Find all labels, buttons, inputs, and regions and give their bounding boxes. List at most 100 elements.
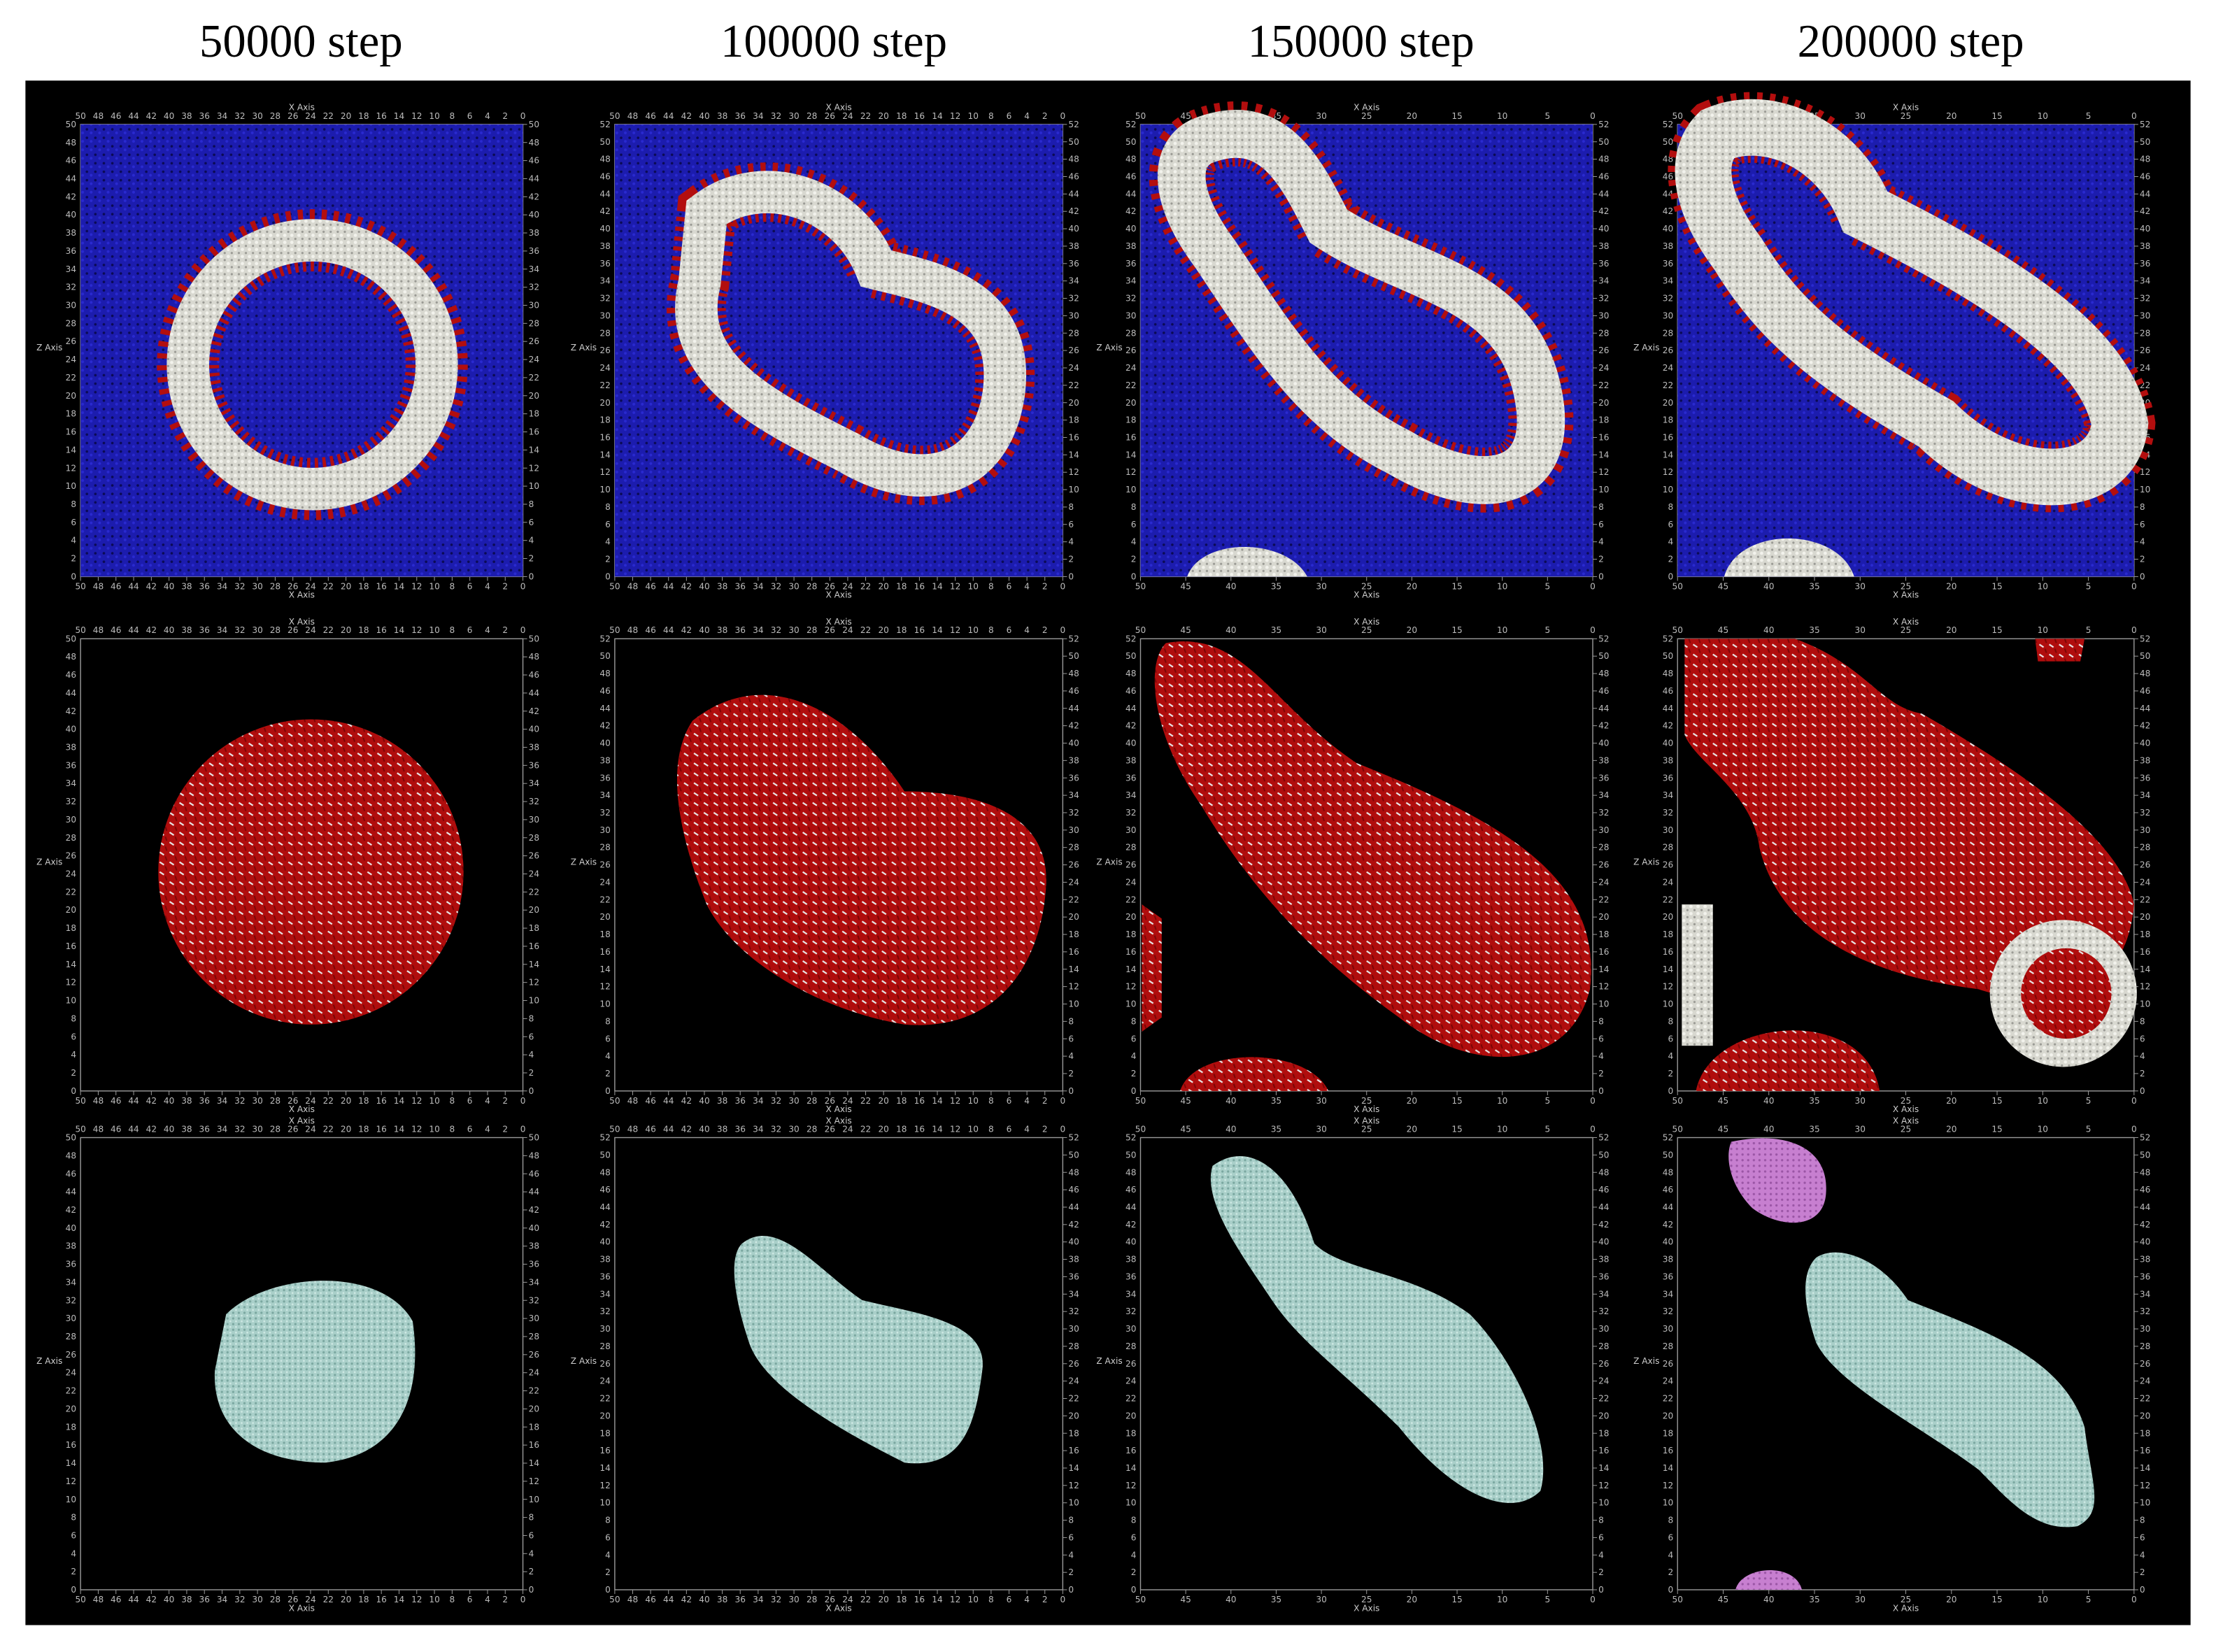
y-tick-label: 52 xyxy=(1663,634,1673,643)
x-tick-label: 34 xyxy=(217,1096,228,1106)
y-tick-label: 52 xyxy=(1125,120,1136,129)
oil-droplet xyxy=(1187,546,1307,577)
x-tick-label: 26 xyxy=(287,625,298,635)
y-tick-label: 38 xyxy=(1068,241,1079,251)
y-tick-label: 40 xyxy=(1068,1237,1079,1247)
x-tick-label: 10 xyxy=(968,1124,979,1134)
y-tick-label: 32 xyxy=(1125,808,1136,818)
x-tick-label: 12 xyxy=(950,582,960,592)
y-tick-label: 10 xyxy=(599,485,610,494)
x-tick-label: 10 xyxy=(968,111,979,121)
x-tick-label: 24 xyxy=(305,111,316,121)
x-axis-label: X Axis xyxy=(825,617,851,627)
y-tick-label: 6 xyxy=(2140,1034,2145,1044)
x-tick-label: 36 xyxy=(734,1096,745,1106)
z-axis-label: Z Axis xyxy=(36,343,62,353)
x-axis-label: X Axis xyxy=(289,590,315,600)
y-tick-label: 4 xyxy=(1131,1051,1137,1061)
y-tick-label: 0 xyxy=(71,571,76,581)
y-tick-label: 12 xyxy=(1663,1481,1673,1490)
x-tick-label: 28 xyxy=(807,111,817,121)
x-tick-label: 30 xyxy=(788,1595,799,1604)
y-tick-label: 4 xyxy=(529,536,534,546)
x-tick-label: 24 xyxy=(842,1595,853,1604)
y-tick-label: 14 xyxy=(1125,450,1137,460)
y-tick-label: 20 xyxy=(66,391,76,401)
y-tick-label: 42 xyxy=(1125,1220,1136,1230)
y-tick-label: 50 xyxy=(1663,137,1673,147)
y-tick-label: 14 xyxy=(529,445,540,455)
y-tick-label: 0 xyxy=(1668,1585,1673,1595)
x-tick-label: 22 xyxy=(860,111,871,121)
panel-axes: 5050454540403535303025252020151510105500… xyxy=(1096,617,1609,1114)
z-axis-label: Z Axis xyxy=(36,857,62,867)
x-tick-label: 50 xyxy=(1672,625,1683,635)
y-tick-label: 26 xyxy=(1663,1359,1673,1369)
x-tick-label: 38 xyxy=(717,111,727,121)
y-tick-label: 42 xyxy=(2140,206,2150,216)
x-tick-label: 4 xyxy=(485,582,490,592)
x-tick-label: 30 xyxy=(1855,625,1866,635)
y-tick-label: 22 xyxy=(1663,1394,1673,1404)
x-tick-label: 50 xyxy=(1672,1096,1683,1106)
x-tick-label: 2 xyxy=(1042,1124,1048,1134)
y-tick-label: 38 xyxy=(599,241,610,251)
y-tick-label: 44 xyxy=(2140,704,2151,713)
x-tick-label: 14 xyxy=(394,1096,405,1106)
y-tick-label: 4 xyxy=(1668,1550,1673,1560)
y-tick-label: 10 xyxy=(599,1498,610,1508)
x-tick-label: 0 xyxy=(2131,1124,2137,1134)
x-tick-label: 44 xyxy=(663,1096,674,1106)
y-tick-label: 40 xyxy=(1663,739,1673,748)
x-tick-label: 0 xyxy=(2131,582,2137,592)
y-tick-label: 46 xyxy=(599,686,610,696)
y-tick-label: 28 xyxy=(1125,843,1136,853)
x-tick-label: 24 xyxy=(842,111,853,121)
x-tick-label: 16 xyxy=(914,625,925,635)
x-tick-label: 4 xyxy=(1024,1124,1030,1134)
y-tick-label: 10 xyxy=(66,481,76,491)
y-tick-label: 16 xyxy=(599,947,610,957)
y-tick-label: 2 xyxy=(1068,1069,1074,1078)
y-tick-label: 14 xyxy=(66,960,77,969)
x-tick-label: 48 xyxy=(93,1096,104,1106)
x-tick-label: 14 xyxy=(394,1124,405,1134)
y-tick-label: 34 xyxy=(1663,1289,1674,1299)
y-tick-label: 16 xyxy=(1598,947,1609,957)
x-axis-label: X Axis xyxy=(1893,1603,1919,1613)
y-tick-label: 20 xyxy=(1125,398,1136,408)
y-tick-label: 48 xyxy=(1068,1167,1079,1177)
x-tick-label: 16 xyxy=(914,1124,925,1134)
y-tick-label: 14 xyxy=(1068,450,1079,460)
x-tick-label: 36 xyxy=(734,1124,745,1134)
y-tick-label: 30 xyxy=(2140,1324,2150,1334)
x-tick-label: 10 xyxy=(968,1595,979,1604)
panel-axes: 5050454540403535303025252020151510105500… xyxy=(1633,617,2150,1114)
x-tick-label: 35 xyxy=(1271,1595,1281,1604)
x-tick-label: 16 xyxy=(376,582,386,592)
y-tick-label: 52 xyxy=(1125,634,1136,643)
y-tick-label: 28 xyxy=(1663,1341,1673,1351)
x-tick-label: 48 xyxy=(93,111,104,121)
y-tick-label: 16 xyxy=(2140,947,2150,957)
x-tick-label: 8 xyxy=(450,1124,455,1134)
x-tick-label: 48 xyxy=(627,1124,638,1134)
y-tick-label: 34 xyxy=(1068,1289,1079,1299)
x-tick-label: 48 xyxy=(627,111,638,121)
y-tick-label: 34 xyxy=(529,1277,540,1287)
y-tick-label: 36 xyxy=(1663,259,1673,269)
y-tick-label: 50 xyxy=(1068,651,1079,661)
y-tick-label: 44 xyxy=(1598,1202,1610,1212)
x-tick-label: 28 xyxy=(270,1096,280,1106)
y-tick-label: 36 xyxy=(1663,773,1673,783)
y-tick-label: 6 xyxy=(605,520,611,529)
y-tick-label: 44 xyxy=(66,688,77,698)
y-tick-label: 48 xyxy=(1598,1167,1609,1177)
oil-phase xyxy=(1805,1252,2095,1528)
y-tick-label: 48 xyxy=(1663,669,1673,678)
y-tick-label: 20 xyxy=(66,905,76,915)
x-tick-label: 2 xyxy=(1042,625,1048,635)
x-tick-label: 28 xyxy=(807,1124,817,1134)
x-tick-label: 50 xyxy=(609,1595,620,1604)
y-tick-label: 12 xyxy=(66,1476,76,1486)
